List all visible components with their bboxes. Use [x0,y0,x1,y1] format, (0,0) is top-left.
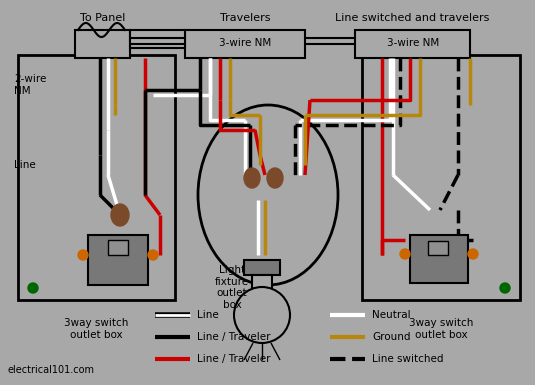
Circle shape [28,283,38,293]
Text: Line / Traveler: Line / Traveler [197,354,271,364]
Text: Light
fixture
outlet
box: Light fixture outlet box [215,265,249,310]
Bar [410,235,468,283]
Bar [428,241,448,255]
Bar [185,30,305,58]
Text: Line: Line [14,160,36,170]
Text: Line: Line [197,310,219,320]
Bar [108,240,128,255]
Text: To Panel: To Panel [80,13,126,23]
Bar [362,55,520,300]
Bar [88,235,148,285]
Bar [244,260,280,275]
Circle shape [234,287,290,343]
Circle shape [468,249,478,259]
Text: Line / Traveler: Line / Traveler [197,332,271,342]
Text: Ground: Ground [372,332,410,342]
Bar [130,30,185,48]
Text: Neutral: Neutral [372,310,411,320]
Ellipse shape [267,168,283,188]
Text: 2-wire
NM: 2-wire NM [14,74,47,96]
Text: 3way switch
outlet box: 3way switch outlet box [409,318,473,340]
Text: Travelers: Travelers [220,13,270,23]
Text: Line switched and travelers: Line switched and travelers [335,13,489,23]
Bar [355,30,470,58]
Bar [252,275,272,290]
Ellipse shape [198,105,338,285]
Ellipse shape [111,204,129,226]
Text: Line switched: Line switched [372,354,444,364]
Circle shape [400,249,410,259]
Text: 3-wire NM: 3-wire NM [387,38,439,48]
Text: 3-wire NM: 3-wire NM [219,38,271,48]
Bar [75,30,130,58]
Text: 3way switch
outlet box: 3way switch outlet box [64,318,128,340]
Ellipse shape [244,168,260,188]
Circle shape [78,250,88,260]
Text: electrical101.com: electrical101.com [8,365,95,375]
Circle shape [500,283,510,293]
Circle shape [148,250,158,260]
Bar [18,55,175,300]
